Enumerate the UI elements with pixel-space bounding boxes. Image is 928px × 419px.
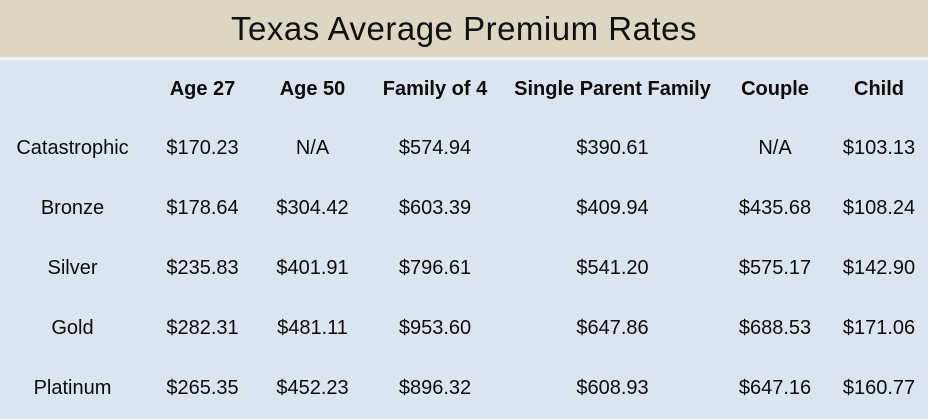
table-row: Catastrophic $170.23 N/A $574.94 $390.61 N/A $… xyxy=(0,118,928,178)
value-cell: $647.86 xyxy=(576,316,649,339)
value-cell: $108.24 xyxy=(842,196,916,219)
value-cell: $541.20 xyxy=(576,256,649,279)
value-cell: $282.31 xyxy=(166,316,239,339)
value-cell: $142.90 xyxy=(842,256,916,279)
value-cell: N/A xyxy=(758,136,792,159)
value-cell: $688.53 xyxy=(738,316,812,339)
value-cell: $435.68 xyxy=(738,196,812,219)
value-cell: $304.42 xyxy=(276,196,349,219)
row-label: Bronze xyxy=(40,196,105,219)
value-cell: $796.61 xyxy=(398,256,472,279)
value-cell: $647.16 xyxy=(738,376,812,399)
value-cell: $103.13 xyxy=(842,136,916,159)
table-row: Gold $282.31 $481.11 $953.60 $647.86 $688.53 $… xyxy=(0,298,928,358)
row-label-header xyxy=(0,60,145,118)
table-area: Age 27 Age 50 Family of 4 Single Parent Fam… xyxy=(0,60,928,419)
table-row: Bronze $178.64 $304.42 $603.39 $409.94 $435.6… xyxy=(0,178,928,238)
value-cell: $452.23 xyxy=(276,376,349,399)
column-header: Child xyxy=(854,77,904,100)
value-cell: $953.60 xyxy=(398,316,472,339)
value-cell: $575.17 xyxy=(738,256,812,279)
value-cell: $401.91 xyxy=(276,256,349,279)
value-cell: $265.35 xyxy=(166,376,239,399)
table-header-row: Age 27 Age 50 Family of 4 Single Parent Fam… xyxy=(0,60,928,118)
value-cell: $481.11 xyxy=(277,316,348,339)
title-bar: Texas Average Premium Rates xyxy=(0,0,928,60)
value-cell: $608.93 xyxy=(576,376,649,399)
column-header: Single Parent Family xyxy=(514,77,711,100)
row-label: Catastrophic xyxy=(16,136,129,159)
page-title: Texas Average Premium Rates xyxy=(231,9,697,47)
value-cell: $178.64 xyxy=(166,196,239,219)
table-body: Catastrophic $170.23 N/A $574.94 $390.61 N/A $… xyxy=(0,118,928,418)
value-cell: $409.94 xyxy=(576,196,649,219)
table-row: Silver $235.83 $401.91 $796.61 $541.20 $575.1… xyxy=(0,238,928,298)
value-cell: $390.61 xyxy=(576,136,649,159)
row-label: Silver xyxy=(47,256,98,279)
value-cell: N/A xyxy=(295,136,330,159)
column-header: Family of 4 xyxy=(382,77,488,100)
column-header: Age 27 xyxy=(169,77,236,100)
value-cell: $896.32 xyxy=(398,376,472,399)
table-row: Platinum $265.35 $452.23 $896.32 $608.93 $647… xyxy=(0,358,928,418)
column-header: Age 50 xyxy=(279,77,346,100)
row-label: Gold xyxy=(51,316,94,339)
row-label: Platinum xyxy=(33,376,112,399)
value-cell: $170.23 xyxy=(166,136,239,159)
value-cell: $603.39 xyxy=(398,196,472,219)
premium-rates-table: Age 27 Age 50 Family of 4 Single Parent Fam… xyxy=(0,60,928,418)
value-cell: $160.77 xyxy=(842,376,916,399)
value-cell: $171.06 xyxy=(842,316,916,339)
value-cell: $574.94 xyxy=(398,136,472,159)
column-header: Couple xyxy=(741,77,809,100)
value-cell: $235.83 xyxy=(166,256,239,279)
